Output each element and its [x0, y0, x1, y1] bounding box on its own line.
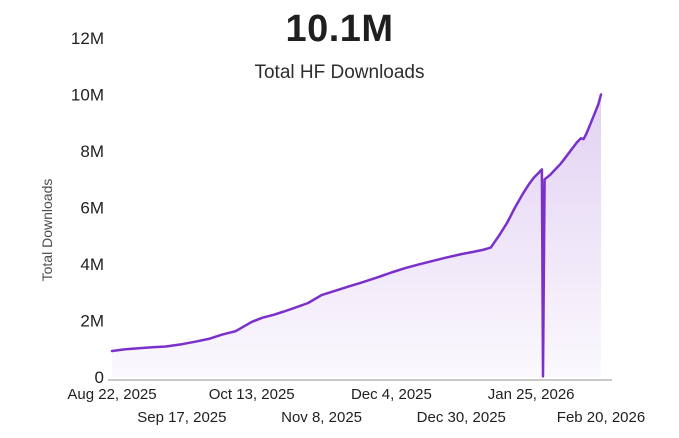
x-tick-label: Feb 20, 2026: [557, 409, 645, 426]
x-tick-label: Aug 22, 2025: [67, 386, 156, 403]
x-tick-label: Jan 25, 2026: [488, 386, 575, 403]
x-tick-label: Nov 8, 2025: [281, 409, 362, 426]
x-tick-label: Oct 13, 2025: [209, 386, 295, 403]
y-tick-label: 10M: [71, 86, 104, 105]
chart-subtitle: Total HF Downloads: [254, 62, 425, 83]
y-tick-label: 2M: [80, 312, 104, 331]
line-path: [110, 93, 603, 378]
chart-title: 10.1M: [285, 8, 394, 50]
y-tick-label: 12M: [71, 29, 104, 48]
y-tick-label: 8M: [80, 142, 104, 161]
x-tick-label: Dec 30, 2025: [417, 409, 506, 426]
y-tick-label: 6M: [80, 199, 104, 218]
x-tick-label: Dec 4, 2025: [351, 386, 432, 403]
y-tick-label: 4M: [80, 255, 104, 274]
y-tick-label: 0: [95, 368, 104, 387]
area-fill: [112, 94, 601, 377]
x-tick-label: Sep 17, 2025: [137, 409, 226, 426]
